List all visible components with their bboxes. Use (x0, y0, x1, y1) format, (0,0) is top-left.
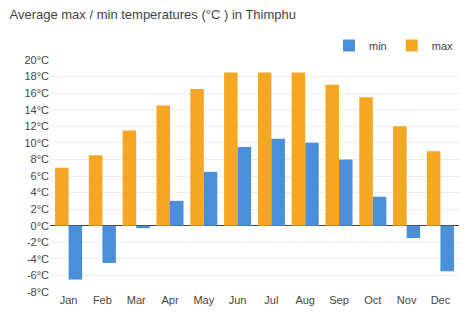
svg-text:Jan: Jan (60, 294, 78, 306)
svg-text:Jun: Jun (229, 294, 247, 306)
svg-text:6°C: 6°C (31, 170, 50, 182)
svg-text:min: min (369, 40, 387, 52)
svg-text:Jul: Jul (264, 294, 278, 306)
svg-text:-4°C: -4°C (27, 253, 49, 265)
svg-text:-6°C: -6°C (27, 269, 49, 281)
svg-text:4°C: 4°C (31, 186, 50, 198)
svg-text:14°C: 14°C (24, 104, 49, 116)
svg-text:Apr: Apr (161, 294, 178, 306)
svg-text:8°C: 8°C (31, 153, 50, 165)
svg-text:Average max / min temperatures: Average max / min temperatures (°C ) in … (9, 7, 296, 22)
svg-text:Dec: Dec (431, 294, 451, 306)
svg-text:Sep: Sep (329, 294, 349, 306)
svg-text:20°C: 20°C (24, 54, 49, 66)
svg-text:May: May (193, 294, 214, 306)
svg-text:Feb: Feb (93, 294, 112, 306)
svg-text:2°C: 2°C (31, 203, 50, 215)
svg-text:Aug: Aug (295, 294, 315, 306)
svg-text:max: max (432, 40, 453, 52)
svg-text:0°C: 0°C (31, 220, 50, 232)
svg-text:-2°C: -2°C (27, 236, 49, 248)
svg-text:18°C: 18°C (24, 70, 49, 82)
svg-text:-8°C: -8°C (27, 286, 49, 298)
svg-text:16°C: 16°C (24, 87, 49, 99)
svg-text:Oct: Oct (364, 294, 381, 306)
svg-text:Mar: Mar (127, 294, 146, 306)
svg-text:10°C: 10°C (24, 137, 49, 149)
svg-text:Nov: Nov (397, 294, 417, 306)
svg-text:12°C: 12°C (24, 120, 49, 132)
